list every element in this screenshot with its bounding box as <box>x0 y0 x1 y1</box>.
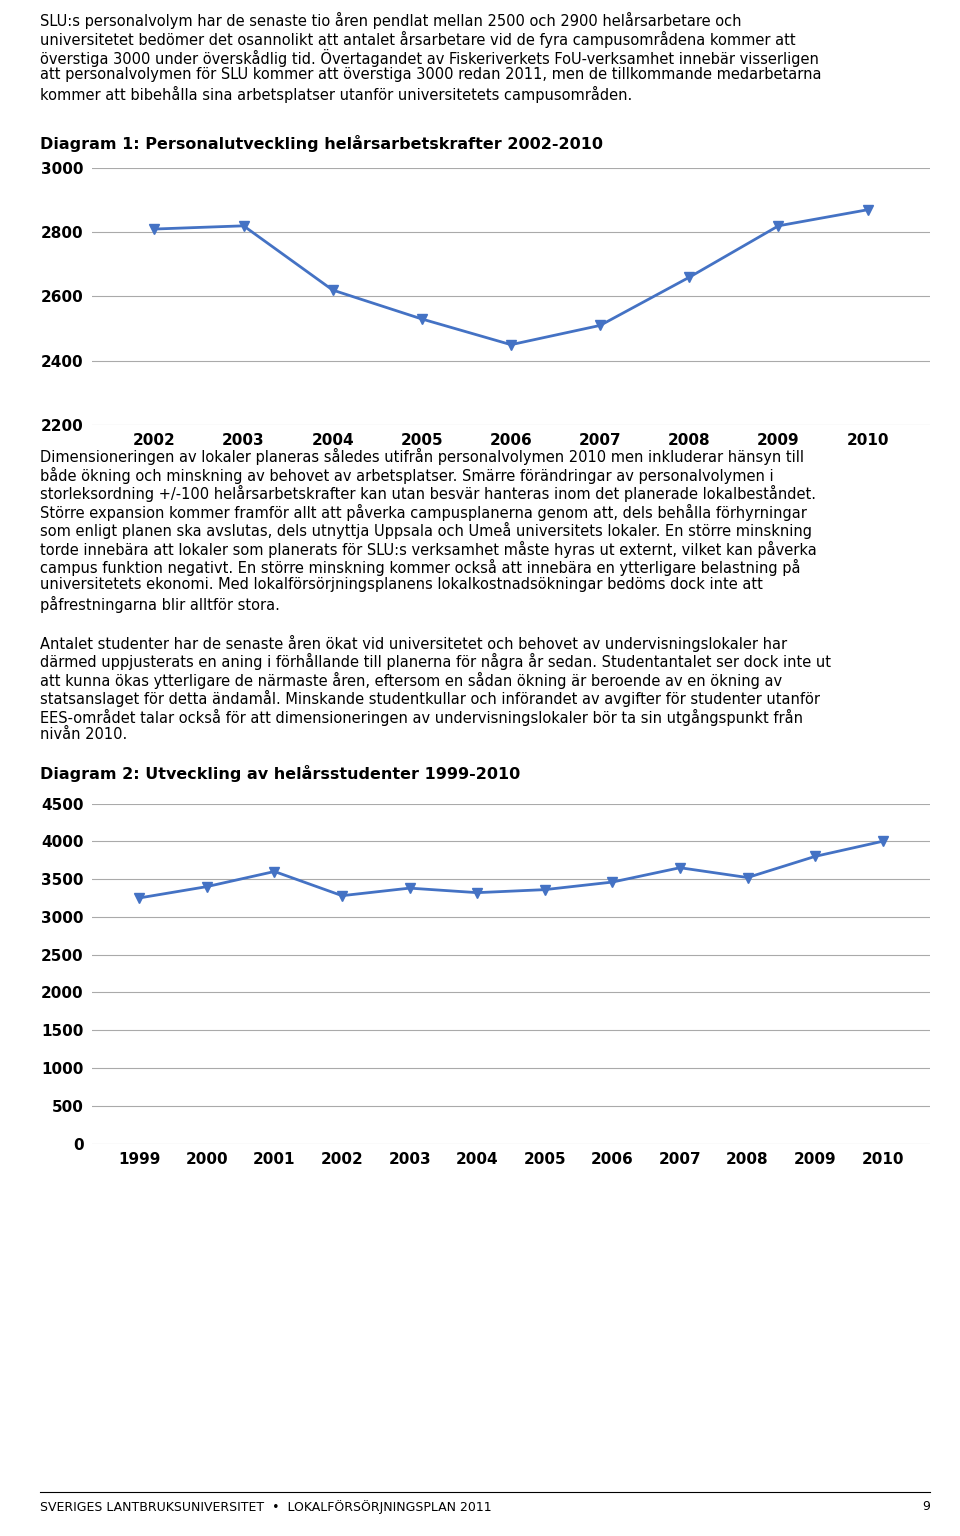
Text: både ökning och minskning av behovet av arbetsplatser. Smärre förändringar av pe: både ökning och minskning av behovet av … <box>40 467 774 484</box>
Text: Större expansion kommer framför allt att påverka campusplanerna genom att, dels : Större expansion kommer framför allt att… <box>40 504 806 521</box>
Text: universitetet bedömer det osannolikt att antalet årsarbetare vid de fyra campuso: universitetet bedömer det osannolikt att… <box>40 31 796 48</box>
Text: därmed uppjusterats en aning i förhållande till planerna för några år sedan. Stu: därmed uppjusterats en aning i förhållan… <box>40 653 831 670</box>
Text: påfrestningarna blir alltför stora.: påfrestningarna blir alltför stora. <box>40 596 280 613</box>
Text: att kunna ökas ytterligare de närmaste åren, eftersom en sådan ökning är beroend: att kunna ökas ytterligare de närmaste å… <box>40 671 782 688</box>
Text: SLU:s personalvolym har de senaste tio åren pendlat mellan 2500 och 2900 helårsa: SLU:s personalvolym har de senaste tio å… <box>40 12 741 29</box>
Text: torde innebära att lokaler som planerats för SLU:s verksamhet måste hyras ut ext: torde innebära att lokaler som planerats… <box>40 541 817 558</box>
Text: 9: 9 <box>923 1501 930 1513</box>
Text: att personalvolymen för SLU kommer att överstiga 3000 redan 2011, men de tillkom: att personalvolymen för SLU kommer att ö… <box>40 68 822 83</box>
Text: statsanslaget för detta ändamål. Minskande studentkullar och införandet av avgif: statsanslaget för detta ändamål. Minskan… <box>40 690 820 707</box>
Text: EES-området talar också för att dimensioneringen av undervisningslokaler bör ta : EES-området talar också för att dimensio… <box>40 708 803 725</box>
Text: Diagram 2: Utveckling av helårsstudenter 1999-2010: Diagram 2: Utveckling av helårsstudenter… <box>40 765 520 782</box>
Text: överstiga 3000 under överskådlig tid. Övertagandet av Fiskeriverkets FoU-verksam: överstiga 3000 under överskådlig tid. Öv… <box>40 49 819 68</box>
Text: kommer att bibehålla sina arbetsplatser utanför universitetets campusområden.: kommer att bibehålla sina arbetsplatser … <box>40 86 633 103</box>
Text: universitetets ekonomi. Med lokalförsörjningsplanens lokalkostnadsökningar bedöm: universitetets ekonomi. Med lokalförsörj… <box>40 578 763 593</box>
Text: nivån 2010.: nivån 2010. <box>40 727 128 742</box>
Text: Diagram 1: Personalutveckling helårsarbetskrafter 2002-2010: Diagram 1: Personalutveckling helårsarbe… <box>40 135 603 152</box>
Text: storleksordning +/-100 helårsarbetskrafter kan utan besvär hanteras inom det pla: storleksordning +/-100 helårsarbetskraft… <box>40 485 816 502</box>
Text: campus funktion negativt. En större minskning kommer också att innebära en ytter: campus funktion negativt. En större mins… <box>40 559 801 576</box>
Text: Antalet studenter har de senaste åren ökat vid universitetet och behovet av unde: Antalet studenter har de senaste åren ök… <box>40 634 787 651</box>
Text: SVERIGES LANTBRUKSUNIVERSITET  •  LOKALFÖRSÖRJNINGSPLAN 2011: SVERIGES LANTBRUKSUNIVERSITET • LOKALFÖR… <box>40 1501 492 1514</box>
Text: Dimensioneringen av lokaler planeras således utifrån personalvolymen 2010 men in: Dimensioneringen av lokaler planeras sål… <box>40 449 804 465</box>
Text: som enligt planen ska avslutas, dels utnyttja Uppsala och Umeå universitets loka: som enligt planen ska avslutas, dels utn… <box>40 522 812 539</box>
